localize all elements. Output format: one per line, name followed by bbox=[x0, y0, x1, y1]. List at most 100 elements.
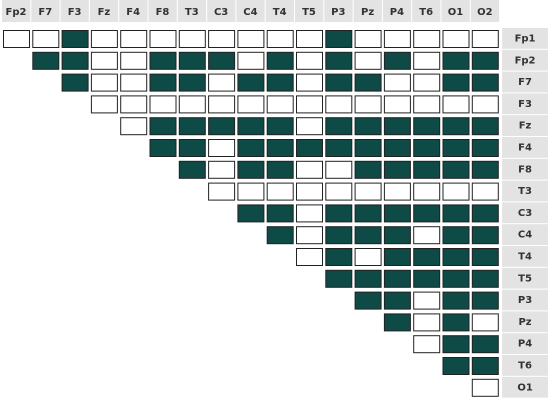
matrix-cell bbox=[149, 139, 177, 157]
column-header: F4 bbox=[126, 7, 140, 18]
matrix-cell bbox=[442, 117, 470, 136]
matrix-cell bbox=[237, 182, 265, 201]
matrix-cell bbox=[90, 73, 118, 92]
matrix-cell bbox=[354, 160, 382, 179]
matrix-cell bbox=[413, 117, 441, 136]
column-header-bg bbox=[148, 0, 177, 22]
column-header: T6 bbox=[419, 7, 433, 18]
row-header: Fp2 bbox=[515, 55, 536, 66]
row-header-bg bbox=[502, 289, 548, 311]
matrix-cell bbox=[471, 117, 499, 136]
column-header: Fp2 bbox=[6, 7, 27, 18]
row-header: Fp1 bbox=[515, 34, 536, 45]
matrix-cell bbox=[383, 51, 411, 70]
matrix-cell bbox=[442, 160, 470, 179]
row-header-bg bbox=[502, 49, 548, 71]
row-header: Pz bbox=[518, 317, 531, 328]
matrix-cell bbox=[413, 291, 441, 310]
column-header-bg bbox=[119, 0, 148, 22]
matrix-cell bbox=[471, 204, 499, 223]
matrix-cell bbox=[471, 160, 499, 179]
matrix-cell bbox=[413, 160, 441, 179]
matrix-cell bbox=[237, 95, 265, 114]
matrix-cell bbox=[90, 95, 118, 114]
matrix-cell bbox=[208, 182, 236, 201]
matrix-cell bbox=[296, 204, 323, 223]
matrix-cell bbox=[61, 51, 89, 70]
matrix-cell bbox=[61, 30, 89, 48]
matrix-cell bbox=[354, 139, 382, 157]
row-header: C3 bbox=[518, 208, 532, 219]
matrix-cell bbox=[178, 95, 206, 114]
matrix-cell bbox=[471, 139, 499, 157]
column-header: Fz bbox=[98, 7, 111, 18]
matrix-cell bbox=[120, 73, 148, 92]
matrix-cell bbox=[266, 204, 294, 223]
row-header-bg bbox=[502, 267, 548, 289]
matrix-cell bbox=[354, 226, 382, 245]
row-header-bg bbox=[502, 376, 548, 398]
matrix-cell bbox=[471, 73, 499, 92]
matrix-cell bbox=[237, 139, 265, 157]
matrix-cell bbox=[32, 30, 60, 48]
matrix-cell bbox=[266, 139, 294, 157]
matrix-cell bbox=[471, 291, 499, 310]
matrix-cell bbox=[442, 313, 470, 332]
row-header-bg bbox=[502, 28, 548, 49]
row-header: O1 bbox=[517, 382, 533, 393]
matrix-cell bbox=[149, 117, 177, 136]
column-header: T5 bbox=[302, 7, 316, 18]
matrix-cell bbox=[296, 182, 323, 201]
matrix-cell bbox=[413, 335, 441, 354]
matrix-cell bbox=[208, 139, 236, 157]
matrix-cell bbox=[237, 160, 265, 179]
matrix-cell bbox=[442, 269, 470, 288]
matrix-cell bbox=[296, 95, 323, 114]
matrix-cell bbox=[178, 160, 206, 179]
column-header: C4 bbox=[243, 7, 257, 18]
row-header-bg bbox=[502, 180, 548, 202]
matrix-cell bbox=[383, 117, 411, 136]
column-header-bg bbox=[207, 0, 236, 22]
matrix-cell bbox=[413, 51, 441, 70]
row-header: T3 bbox=[518, 186, 532, 197]
column-header-bg bbox=[89, 0, 119, 22]
matrix-cell bbox=[178, 51, 206, 70]
matrix-cell bbox=[442, 248, 470, 266]
matrix-cell bbox=[442, 204, 470, 223]
matrix-cell bbox=[471, 335, 499, 354]
column-header: P4 bbox=[390, 7, 404, 18]
row-header: P4 bbox=[518, 339, 532, 350]
matrix-cell bbox=[296, 73, 323, 92]
matrix-cell bbox=[442, 226, 470, 245]
column-header: F7 bbox=[38, 7, 52, 18]
matrix-cell bbox=[178, 139, 206, 157]
matrix-cell bbox=[61, 73, 89, 92]
matrix-cell bbox=[442, 139, 470, 157]
matrix-cell bbox=[325, 30, 353, 48]
matrix-cell bbox=[325, 269, 353, 288]
column-header-bg bbox=[470, 0, 500, 22]
row-header: T4 bbox=[518, 252, 532, 263]
matrix-cell bbox=[149, 95, 177, 114]
matrix-cell bbox=[471, 226, 499, 245]
matrix-cell bbox=[354, 204, 382, 223]
matrix-cell bbox=[471, 248, 499, 266]
matrix-cell bbox=[266, 160, 294, 179]
column-header: T4 bbox=[273, 7, 287, 18]
column-header: F3 bbox=[68, 7, 82, 18]
row-header-bg bbox=[502, 202, 548, 224]
matrix-cell bbox=[354, 291, 382, 310]
matrix-cell bbox=[413, 30, 441, 48]
matrix-cell bbox=[325, 117, 353, 136]
matrix-cell bbox=[325, 139, 353, 157]
row-header: F3 bbox=[518, 99, 532, 110]
matrix-cell bbox=[354, 182, 382, 201]
matrix-cell bbox=[413, 226, 441, 245]
matrix-cell bbox=[383, 160, 411, 179]
column-header: P3 bbox=[331, 7, 345, 18]
matrix-cell bbox=[471, 30, 499, 48]
column-header-bg bbox=[324, 0, 353, 22]
column-header-bg bbox=[31, 0, 60, 22]
